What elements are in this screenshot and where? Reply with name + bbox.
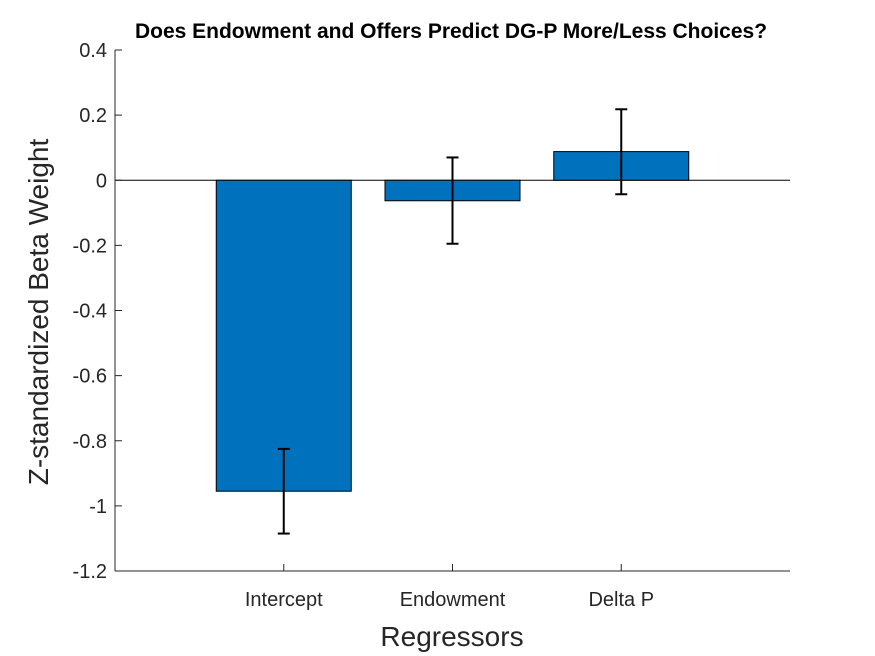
y-tick-label: -0.6	[73, 366, 107, 388]
y-tick-label: 0.2	[79, 105, 107, 127]
y-tick-label: -1.2	[73, 561, 107, 583]
bars	[215, 108, 690, 535]
y-tick-labels: 0.4 0.2 0 -0.2 -0.4 -0.6 -0.8 -1 -1.2	[73, 40, 107, 583]
x-tick-label: Endowment	[400, 589, 506, 611]
x-tick-labels: Intercept Endowment Delta P	[245, 589, 654, 611]
y-tick-label: 0.4	[79, 40, 107, 62]
y-tick-label: -0.8	[73, 431, 107, 453]
y-tick-label: -0.4	[73, 301, 107, 323]
y-axis-label: Z-standardized Beta Weight	[23, 139, 54, 486]
chart-title: Does Endowment and Offers Predict DG-P M…	[135, 20, 767, 43]
y-tick-label: 0	[96, 170, 107, 192]
bar-intercept	[215, 179, 352, 492]
x-tick-label: Intercept	[245, 589, 323, 611]
x-tick-label: Delta P	[588, 589, 654, 611]
y-tick-label: -1	[89, 496, 107, 518]
y-tick-label: -0.2	[73, 235, 107, 257]
x-axis-label: Regressors	[380, 621, 523, 652]
